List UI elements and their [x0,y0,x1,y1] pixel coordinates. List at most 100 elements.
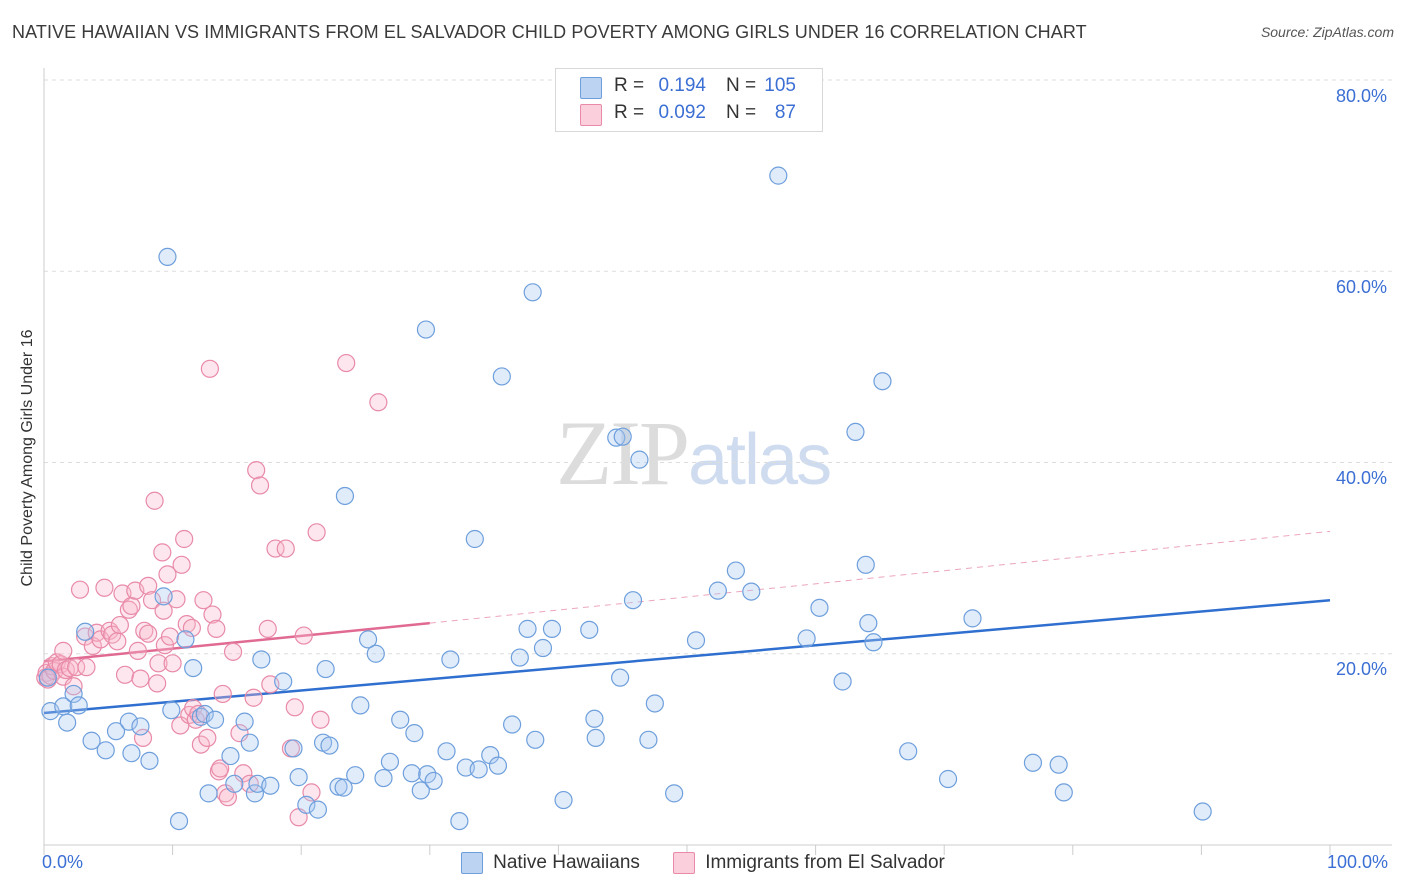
data-point-el-salvador [240,774,259,793]
data-point-native-hawaiians [518,619,537,638]
data-point-native-hawaiians [864,633,883,652]
data-point-native-hawaiians [335,486,355,506]
y-tick-label-20: 20.0% [1336,659,1388,679]
data-point-el-salvador [158,565,177,584]
legend-label: Immigrants from El Salvador [705,852,945,874]
data-point-native-hawaiians [329,777,348,796]
data-point-el-salvador [172,555,191,574]
stats-row-native-hawaiians: R = 0.194 N = 105 [556,75,822,101]
data-point-native-hawaiians [542,619,562,638]
data-point-native-hawaiians [416,320,436,339]
n-label: N = [726,75,757,96]
data-point-el-salvador [194,591,213,610]
data-point-native-hawaiians [162,701,181,720]
data-point-native-hawaiians [441,650,460,669]
data-point-native-hawaiians [411,781,430,800]
data-point-native-hawaiians [1049,755,1068,774]
data-point-native-hawaiians [580,620,599,639]
data-point-native-hawaiians [1054,783,1073,802]
data-point-native-hawaiians [184,658,203,678]
stats-swatch-pink [580,104,602,126]
data-point-el-salvador [337,353,356,373]
data-point-native-hawaiians [686,631,706,650]
axes [43,68,1392,855]
r-value: 0.092 [658,102,706,123]
data-point-native-hawaiians [154,587,173,606]
data-point-native-hawaiians [613,427,632,446]
legend: Native Hawaiians Immigrants from El Salv… [0,852,1406,874]
data-point-native-hawaiians [96,741,115,760]
data-point-el-salvador [213,684,232,704]
trend-line-native-hawaiians [43,598,1331,715]
data-point-native-hawaiians [140,751,159,770]
data-point-native-hawaiians [810,598,829,617]
data-point-native-hawaiians [899,742,918,761]
data-point-native-hawaiians [402,764,421,783]
data-point-el-salvador [155,636,174,655]
data-point-el-salvador [77,658,96,677]
data-point-el-salvador [189,704,208,724]
data-point-native-hawaiians [873,372,892,391]
y-tick-label-40: 40.0% [1336,468,1388,488]
data-point-native-hawaiians [131,717,150,736]
data-point-native-hawaiians [122,744,141,763]
stats-swatch-blue [580,77,602,99]
legend-item-el-salvador[interactable]: Immigrants from El Salvador [673,852,945,874]
data-point-native-hawaiians [846,422,865,441]
trend-lines [43,530,1331,715]
data-point-native-hawaiians [240,733,259,752]
stats-row-el-salvador: R = 0.092 N = 87 [556,102,822,128]
data-point-el-salvador [145,491,164,510]
legend-item-native-hawaiians[interactable]: Native Hawaiians [461,852,640,874]
data-point-native-hawaiians [488,756,508,775]
data-point-native-hawaiians [963,609,982,628]
data-point-el-salvador [67,658,86,677]
data-point-native-hawaiians [169,811,189,831]
x-tick-label-max: 100.0% [1327,852,1389,872]
data-point-native-hawaiians [607,428,626,447]
data-point-native-hawaiians [358,630,378,649]
data-point-el-salvador [285,698,304,717]
data-point-native-hawaiians [176,630,195,649]
data-point-el-salvador [54,641,73,660]
data-point-native-hawaiians [726,561,745,580]
data-point-el-salvador [211,759,230,778]
trend-line-el-salvador [43,621,430,663]
r-label: R = [614,102,645,123]
data-point-el-salvador [258,619,277,638]
data-point-native-hawaiians [623,591,643,610]
data-point-native-hawaiians [523,283,542,302]
data-point-el-salvador [198,728,217,748]
legend-swatch-pink [673,852,696,874]
data-point-native-hawaiians [235,712,254,731]
data-point-native-hawaiians [351,696,370,715]
data-point-native-hawaiians [366,644,385,663]
data-point-el-salvador [64,677,83,696]
data-point-native-hawaiians [526,730,545,749]
watermark-atlas: atlas [688,420,832,500]
data-point-native-hawaiians [374,768,393,788]
source-label: Source: ZipAtlas.com [1260,24,1394,40]
data-point-native-hawaiians [630,450,649,469]
data-point-el-salvador [128,641,147,660]
n-value: 105 [764,75,796,96]
data-point-el-salvador [250,476,270,495]
data-point-el-salvador [207,619,226,638]
data-point-native-hawaiians [82,731,101,750]
data-point-native-hawaiians [205,710,225,729]
data-point-native-hawaiians [308,800,328,819]
data-point-el-salvador [175,529,194,549]
data-point-native-hawaiians [611,668,630,687]
data-point-native-hawaiians [1193,802,1212,821]
n-value: 87 [774,102,796,123]
data-point-native-hawaiians [320,736,339,755]
data-point-native-hawaiians [856,555,875,574]
stats-box: R = 0.194 N = 105 R = 0.092 N = 87 [555,68,823,132]
data-point-el-salvador [131,669,150,688]
y-tick-label-80: 80.0% [1336,86,1388,106]
data-point-native-hawaiians [424,771,443,791]
data-point-native-hawaiians [334,778,353,797]
data-point-native-hawaiians [284,739,303,758]
data-point-el-salvador [133,728,153,748]
